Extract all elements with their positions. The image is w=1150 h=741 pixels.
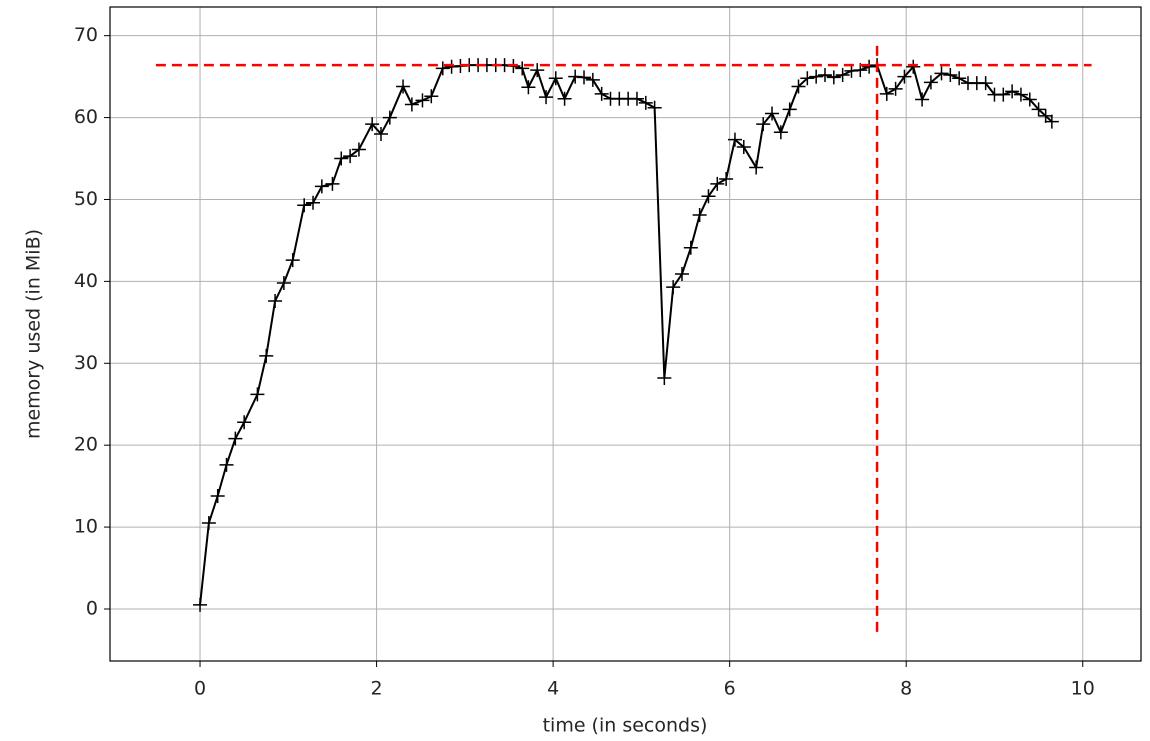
marker bbox=[259, 348, 274, 363]
marker bbox=[1031, 102, 1046, 117]
y-tick-label: 20 bbox=[74, 434, 98, 456]
y-tick-label: 50 bbox=[74, 188, 98, 210]
y-tick-label: 10 bbox=[74, 516, 98, 538]
marker bbox=[1022, 92, 1037, 107]
marker bbox=[228, 431, 243, 446]
marker bbox=[782, 102, 797, 117]
marker bbox=[435, 61, 450, 76]
marker bbox=[629, 91, 644, 106]
marker bbox=[1005, 84, 1020, 99]
y-tick-label: 30 bbox=[74, 352, 98, 374]
y-tick-label: 0 bbox=[86, 597, 98, 619]
marker bbox=[415, 93, 430, 108]
marker bbox=[683, 240, 698, 255]
marker bbox=[568, 69, 583, 84]
marker bbox=[334, 151, 349, 166]
marker bbox=[219, 457, 234, 472]
marker bbox=[314, 179, 329, 194]
x-tick-label: 6 bbox=[724, 678, 736, 700]
data-line bbox=[199, 63, 1053, 606]
marker bbox=[826, 70, 841, 85]
marker bbox=[1038, 108, 1053, 123]
marker bbox=[835, 67, 850, 82]
marker bbox=[250, 387, 265, 402]
marker bbox=[351, 142, 366, 157]
x-tick-label: 10 bbox=[1071, 678, 1095, 700]
marker bbox=[809, 69, 824, 84]
x-axis-label: time (in seconds) bbox=[543, 715, 708, 737]
marker bbox=[193, 597, 208, 612]
marker bbox=[325, 176, 340, 191]
marker bbox=[692, 208, 707, 223]
marker bbox=[710, 176, 725, 191]
marker bbox=[268, 294, 283, 309]
marker bbox=[382, 110, 397, 125]
marker bbox=[701, 189, 716, 204]
y-tick-label: 70 bbox=[74, 24, 98, 46]
marker bbox=[727, 132, 742, 147]
marker bbox=[548, 71, 563, 86]
marker bbox=[396, 79, 411, 94]
marker bbox=[515, 61, 530, 76]
marker bbox=[773, 125, 788, 140]
y-axis-label: memory used (in MiB) bbox=[23, 229, 45, 439]
marker bbox=[530, 63, 545, 78]
y-tick-label: 40 bbox=[74, 270, 98, 292]
marker bbox=[817, 67, 832, 82]
marker bbox=[444, 59, 459, 74]
x-tick-label: 2 bbox=[371, 678, 383, 700]
marker bbox=[862, 59, 877, 74]
plot-frame bbox=[109, 6, 1142, 662]
marker bbox=[906, 59, 921, 74]
marker bbox=[749, 160, 764, 175]
marker bbox=[404, 97, 419, 112]
x-tick-label: 0 bbox=[194, 678, 206, 700]
marker bbox=[521, 80, 536, 95]
marker bbox=[365, 117, 380, 132]
marker bbox=[978, 76, 993, 91]
marker bbox=[915, 92, 930, 107]
marker bbox=[638, 95, 653, 110]
marker bbox=[1013, 87, 1028, 102]
marker bbox=[879, 86, 894, 101]
marker bbox=[594, 86, 609, 101]
marker bbox=[647, 100, 662, 115]
marker bbox=[285, 253, 300, 268]
marker bbox=[756, 117, 771, 132]
marker bbox=[800, 71, 815, 86]
marker bbox=[923, 75, 938, 90]
x-tick-label: 8 bbox=[900, 678, 912, 700]
marker bbox=[237, 415, 252, 430]
marker bbox=[943, 67, 958, 82]
marker bbox=[666, 280, 681, 295]
marker bbox=[996, 87, 1011, 102]
marker bbox=[934, 66, 949, 81]
marker bbox=[539, 90, 554, 105]
marker bbox=[577, 70, 592, 85]
marker bbox=[888, 81, 903, 96]
marker bbox=[557, 91, 572, 106]
marker bbox=[585, 72, 600, 87]
marker bbox=[765, 106, 780, 121]
marker bbox=[674, 267, 689, 282]
marker bbox=[791, 79, 806, 94]
marker bbox=[424, 89, 439, 104]
marker bbox=[736, 140, 751, 155]
marker bbox=[897, 69, 912, 84]
marker bbox=[297, 198, 312, 213]
marker bbox=[276, 276, 291, 291]
marker bbox=[373, 126, 388, 141]
marker bbox=[306, 195, 321, 210]
marker bbox=[343, 149, 358, 164]
marker bbox=[719, 171, 734, 186]
marker bbox=[657, 371, 672, 386]
y-tick-label: 60 bbox=[74, 106, 98, 128]
marker bbox=[201, 515, 216, 530]
x-tick-label: 4 bbox=[547, 678, 559, 700]
marker bbox=[1044, 114, 1059, 129]
marker bbox=[210, 488, 225, 503]
marker bbox=[952, 71, 967, 86]
